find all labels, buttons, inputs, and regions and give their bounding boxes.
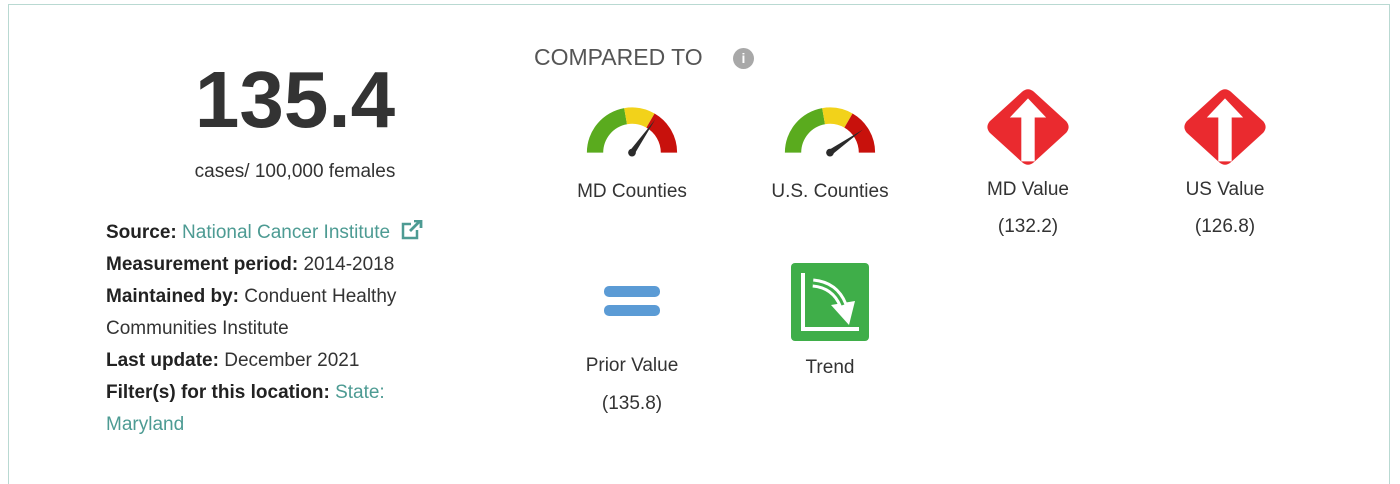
- gauge-icon: [586, 107, 678, 157]
- compare-value: (126.8): [1194, 216, 1256, 237]
- compare-label: U.S. Counties: [771, 181, 889, 202]
- detail-text: December 2021: [224, 350, 360, 371]
- compare-value: (135.8): [601, 393, 663, 414]
- detail-text: 2014-2018: [303, 254, 395, 275]
- compare-label: US Value: [1185, 179, 1265, 200]
- compare-value: (132.2): [997, 216, 1059, 237]
- compare-label: MD Counties: [577, 181, 687, 202]
- compared-title: COMPARED TO: [534, 44, 703, 70]
- external-link-icon[interactable]: [401, 219, 424, 240]
- source-link[interactable]: National Cancer Institute: [182, 222, 391, 243]
- detail-row: Source: National Cancer Institute: [106, 217, 461, 249]
- detail-label: Last update:: [106, 350, 219, 371]
- filter-link[interactable]: State: Maryland: [106, 382, 385, 435]
- compare-label: MD Value: [986, 179, 1069, 200]
- compare-label: Prior Value: [585, 355, 679, 376]
- trend-icon: [791, 263, 869, 341]
- detail-text: Conduent Healthy Communities Institute: [106, 286, 397, 339]
- info-icon[interactable]: i: [733, 48, 754, 69]
- detail-row: Last update: December 2021: [106, 345, 461, 377]
- gauge-icon: [784, 107, 876, 157]
- detail-row: Measurement period: 2014-2018: [106, 249, 461, 281]
- detail-row: Maintained by: Conduent Healthy Communit…: [106, 281, 461, 345]
- compare-label: Trend: [805, 357, 855, 378]
- detail-label: Filter(s) for this location:: [106, 382, 330, 403]
- worse-icon: [987, 89, 1069, 165]
- worse-icon: [1184, 89, 1266, 165]
- equal-icon: [604, 286, 660, 316]
- indicator-value: 135.4: [194, 55, 396, 144]
- indicator-unit: cases/ 100,000 females: [194, 161, 396, 182]
- detail-label: Measurement period:: [106, 254, 299, 275]
- indicator-panel: [8, 4, 1390, 484]
- details: Source: National Cancer Institute Measur…: [106, 217, 461, 441]
- detail-row: Filter(s) for this location: State: Mary…: [106, 377, 461, 441]
- detail-label: Source:: [106, 222, 177, 243]
- detail-label: Maintained by:: [106, 286, 240, 307]
